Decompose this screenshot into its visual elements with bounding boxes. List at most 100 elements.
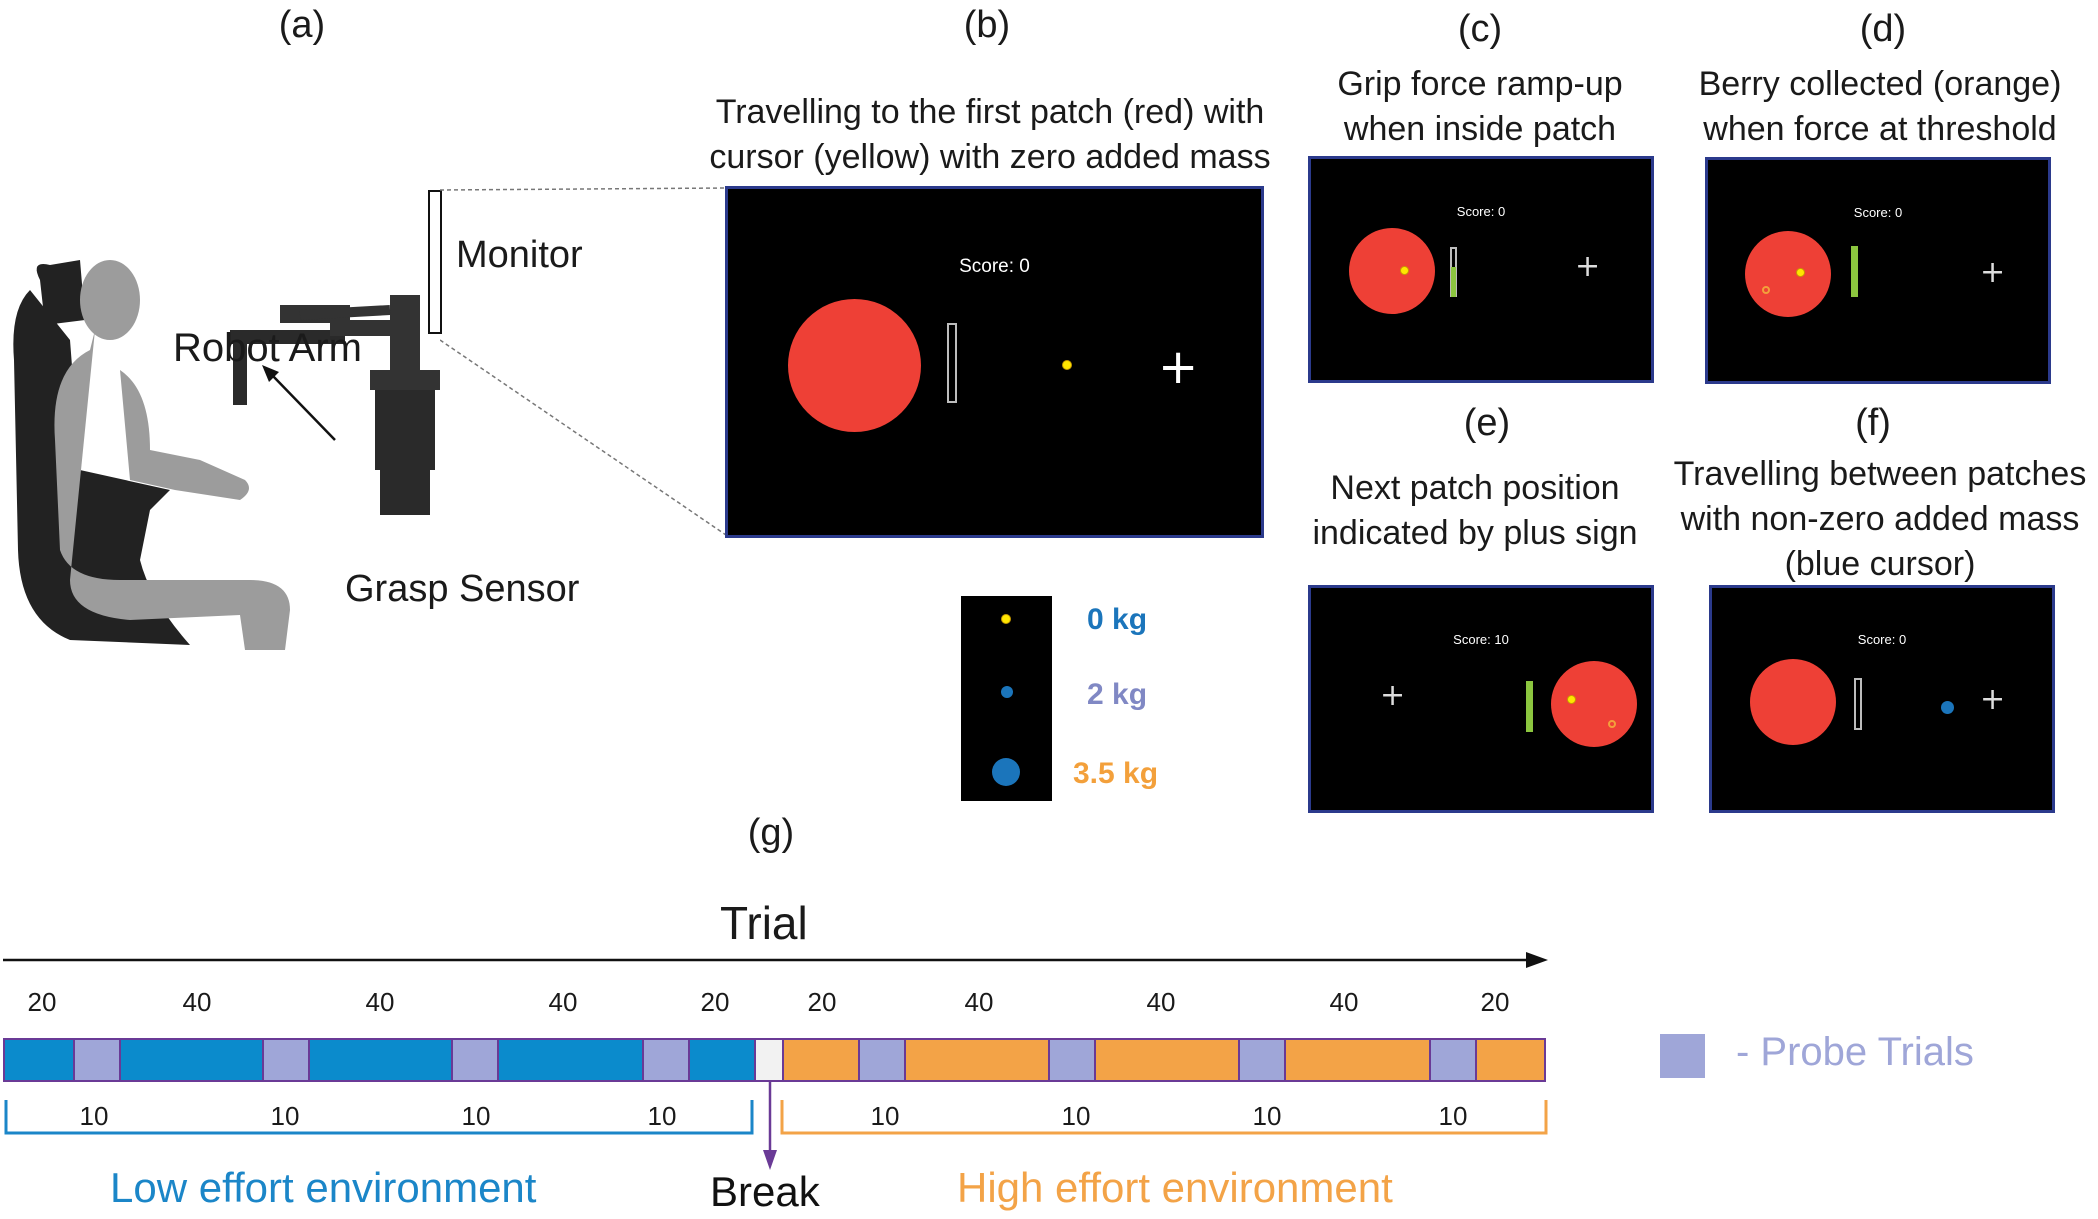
probe-count: 10 <box>270 1101 300 1131</box>
score-b: Score: 0 <box>959 256 1030 277</box>
caption-f-line1: Travelling between patches <box>1673 455 2087 493</box>
screen-c: Score: 0 + <box>1308 156 1654 383</box>
caption-d-line2: when force at threshold <box>1703 110 2057 148</box>
cursor-yellow <box>1567 695 1576 704</box>
monitor-label: Monitor <box>456 234 583 276</box>
break-arrow <box>763 1082 777 1170</box>
block-count: 40 <box>1329 987 1359 1017</box>
plus-icon: + <box>1980 255 2006 290</box>
caption-f-line2: with non-zero added mass <box>1680 500 2080 538</box>
high-effort-block <box>1477 1040 1544 1080</box>
caption-d: Berry collected (orange) when force at t… <box>1680 62 2080 152</box>
force-bar-fill <box>1451 267 1456 297</box>
plus-icon: + <box>1158 339 1199 395</box>
caption-b-line1: Travelling to the first patch (red) with <box>715 93 1265 131</box>
screen-f: Score: 0 + <box>1709 585 2055 813</box>
probe-block <box>1240 1040 1286 1080</box>
caption-c-line2: when inside patch <box>1343 110 1617 148</box>
probe-block <box>264 1040 310 1080</box>
high-effort-label: High effort environment <box>957 1164 1393 1211</box>
cursor-blue-small <box>1001 686 1013 698</box>
force-bar-full <box>1851 246 1858 297</box>
participant-robot-illustration <box>13 260 440 650</box>
probe-count: 10 <box>1061 1101 1091 1131</box>
block-count: 20 <box>27 987 57 1017</box>
plus-icon: + <box>1575 249 1601 284</box>
patch-red <box>1750 659 1836 745</box>
patch-red <box>1745 231 1831 317</box>
plus-icon: + <box>1980 682 2006 717</box>
probe-legend-swatch <box>1660 1034 1705 1078</box>
high-effort-block <box>784 1040 860 1080</box>
score-c: Score: 0 <box>1456 204 1506 219</box>
probe-block <box>1050 1040 1096 1080</box>
probe-legend-label: - Probe Trials <box>1736 1030 1974 1074</box>
high-effort-block <box>1286 1040 1431 1080</box>
break-block <box>756 1040 784 1080</box>
cursor-yellow-legend <box>1001 614 1011 624</box>
probe-count: 10 <box>870 1101 900 1131</box>
patch-red <box>1349 228 1435 314</box>
panel-letter-g: (g) <box>747 812 795 854</box>
monitor-glyph <box>428 190 442 334</box>
panel-letter-a: (a) <box>278 4 326 46</box>
panel-letter-f: (f) <box>1855 402 1891 444</box>
block-count: 40 <box>1146 987 1176 1017</box>
probe-block <box>644 1040 690 1080</box>
mass-label-2: 2 kg <box>1087 678 1148 711</box>
probe-block <box>1431 1040 1477 1080</box>
score-e: Score: 10 <box>1453 632 1509 647</box>
cursor-yellow <box>1062 360 1072 370</box>
plus-icon: + <box>1380 678 1406 713</box>
environment-brackets <box>4 1100 1548 1135</box>
mass-label-0: 0 kg <box>1087 603 1148 636</box>
probe-block <box>453 1040 499 1080</box>
probe-block <box>75 1040 121 1080</box>
caption-f-line3: (blue cursor) <box>1784 545 1976 583</box>
cursor-blue <box>1941 701 1954 714</box>
cursor-yellow <box>1400 266 1409 275</box>
probe-count: 10 <box>647 1101 677 1131</box>
caption-f: Travelling between patches with non-zero… <box>1660 452 2098 587</box>
panel-letter-d: (d) <box>1859 8 1907 50</box>
block-count: 20 <box>1480 987 1510 1017</box>
caption-b: Travelling to the first patch (red) with… <box>690 90 1290 180</box>
panel-letter-e: (e) <box>1463 402 1511 444</box>
berry-orange <box>1608 720 1616 728</box>
screen-e: Score: 10 + <box>1308 585 1654 813</box>
berry-orange <box>1762 286 1770 294</box>
cursor-blue-large <box>992 758 1020 786</box>
score-d: Score: 0 <box>1853 205 1903 220</box>
monitor-callout-lines <box>440 187 727 536</box>
force-bar <box>947 323 957 403</box>
probe-count: 10 <box>79 1101 109 1131</box>
head-shape <box>80 260 140 340</box>
panel-letter-c: (c) <box>1457 8 1503 50</box>
probe-count: 10 <box>1438 1101 1468 1131</box>
patch-red <box>788 299 921 432</box>
force-bar-full <box>1526 681 1533 732</box>
high-effort-block <box>906 1040 1050 1080</box>
low-effort-block <box>690 1040 756 1080</box>
block-count: 40 <box>365 987 395 1017</box>
low-effort-block <box>121 1040 264 1080</box>
caption-c-line1: Grip force ramp-up <box>1337 65 1623 103</box>
low-effort-block <box>499 1040 644 1080</box>
panel-letter-b: (b) <box>963 4 1011 46</box>
block-count: 40 <box>964 987 994 1017</box>
grasp-sensor-label: Grasp Sensor <box>345 568 580 610</box>
caption-c: Grip force ramp-up when inside patch <box>1300 62 1660 152</box>
high-effort-block <box>1096 1040 1240 1080</box>
cursor-yellow <box>1796 268 1805 277</box>
trial-block-bar <box>3 1038 1546 1082</box>
mass-label-3-5: 3.5 kg <box>1073 757 1159 790</box>
low-effort-block <box>310 1040 453 1080</box>
low-effort-block <box>5 1040 75 1080</box>
probe-count: 10 <box>461 1101 491 1131</box>
break-label: Break <box>710 1168 820 1215</box>
block-count: 20 <box>807 987 837 1017</box>
trial-arrow <box>3 952 1548 968</box>
mass-legend-box <box>961 596 1052 801</box>
caption-b-line2: cursor (yellow) with zero added mass <box>709 138 1271 176</box>
robot-arm-label: Robot Arm <box>173 326 362 370</box>
